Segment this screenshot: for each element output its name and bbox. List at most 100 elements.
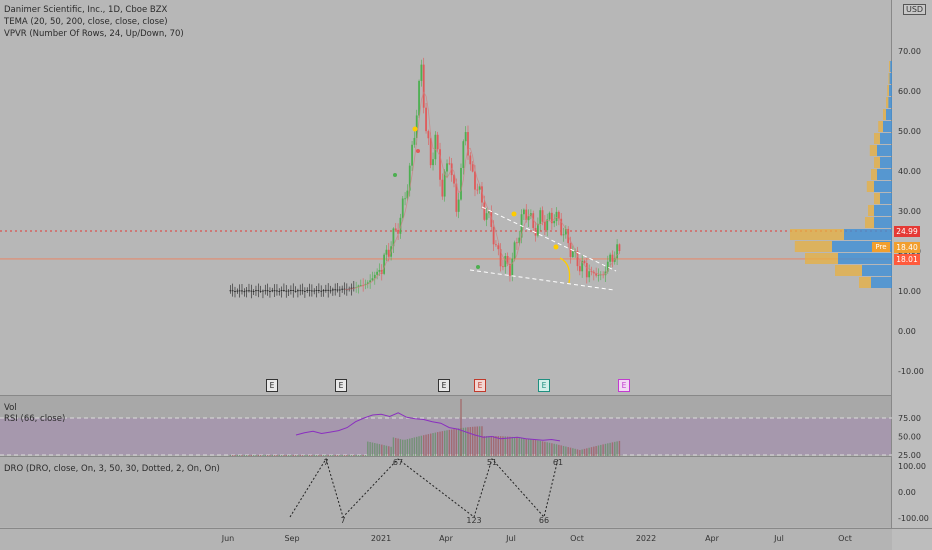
volume-bar — [553, 443, 555, 456]
volume-bar — [590, 447, 593, 456]
volume-bar — [485, 436, 488, 456]
volume-bar — [423, 435, 425, 456]
price-candle-body — [443, 171, 446, 197]
volume-bar — [539, 440, 541, 456]
volume-bar — [336, 455, 339, 456]
price-candle-body — [399, 217, 402, 234]
volume-bar — [471, 426, 474, 456]
price-candle-body — [411, 144, 413, 166]
volume-profile-down-bar — [865, 217, 874, 228]
price-candle-body — [511, 258, 514, 276]
volume-bar — [318, 455, 320, 456]
price-candle-body — [578, 266, 581, 272]
dro-label[interactable]: DRO (DRO, close, On, 3, 50, 30, Dotted, … — [4, 464, 220, 474]
price-candle-body — [241, 290, 243, 292]
price-candle-body — [359, 284, 362, 286]
volume-bar — [593, 446, 595, 456]
price-candle-body — [539, 210, 542, 224]
volume-bar — [292, 455, 294, 456]
price-candle-body — [303, 290, 306, 292]
price-candle-body — [287, 290, 290, 292]
rsi-label[interactable]: RSI (66, close) — [4, 414, 66, 424]
price-candle-body — [350, 287, 353, 289]
wedge-upper-line — [481, 206, 617, 272]
volume-bar — [404, 439, 406, 456]
price-candle-body — [420, 64, 423, 81]
price-candle-body — [588, 271, 591, 278]
volume-bar — [583, 448, 586, 456]
volume-bar — [329, 455, 332, 456]
earnings-badge[interactable]: E — [266, 379, 278, 392]
volume-bar — [602, 444, 604, 456]
volume-bar — [600, 444, 602, 456]
volume-bar — [544, 441, 546, 456]
rsi-line — [295, 412, 561, 442]
price-candle-body — [441, 179, 444, 197]
time-axis-tick: Oct — [570, 534, 584, 543]
volume-profile-down-bar — [835, 265, 862, 276]
price-candle-body — [516, 242, 518, 244]
volume-bar — [409, 438, 411, 456]
volume-profile-up-bar — [880, 157, 892, 168]
volume-label[interactable]: Vol — [4, 403, 17, 413]
volume-bar — [527, 438, 530, 456]
price-candle-body — [422, 64, 425, 108]
volume-profile-down-bar — [883, 109, 886, 120]
currency-label[interactable]: USD — [900, 4, 927, 15]
vpvr-indicator-label[interactable]: VPVR (Number Of Rows, 24, Up/Down, 70) — [4, 29, 184, 39]
volume-bar — [614, 441, 616, 456]
volume-bar — [534, 440, 537, 456]
price-candle-body — [248, 290, 250, 292]
price-candle-body — [415, 115, 418, 138]
earnings-badge[interactable]: E — [335, 379, 347, 392]
volume-bar — [299, 455, 301, 456]
price-candle-body — [401, 198, 404, 218]
volume-bar — [579, 449, 581, 456]
price-candle-body — [462, 141, 465, 168]
volume-bar — [609, 442, 611, 456]
volume-bar — [467, 427, 469, 456]
earnings-badge[interactable]: E — [438, 379, 450, 392]
volume-bar — [474, 426, 476, 456]
time-axis-tick: Apr — [705, 534, 720, 543]
volume-bar — [241, 455, 243, 456]
price-candle-body — [406, 190, 409, 199]
volume-profile-up-bar — [886, 109, 892, 120]
resistance-price-box: 24.99 — [894, 226, 920, 237]
volume-bar — [618, 440, 621, 456]
volume-bar — [516, 437, 518, 456]
price-candle-body — [541, 210, 544, 222]
signal-dot — [476, 265, 480, 269]
volume-bar — [548, 442, 551, 456]
volume-bar — [278, 455, 280, 456]
volume-bar — [574, 448, 576, 456]
price-candle-body — [376, 271, 379, 275]
price-candle-body — [245, 290, 248, 292]
price-candle-body — [276, 290, 278, 292]
last-price-box: 18.01 — [894, 254, 920, 265]
volume-profile-down-bar — [866, 181, 874, 192]
earnings-badge[interactable]: E — [618, 379, 630, 392]
volume-bar — [255, 455, 257, 456]
volume-bar — [450, 429, 453, 456]
volume-bar — [604, 443, 607, 456]
volume-bar — [360, 455, 362, 456]
tema-indicator-label[interactable]: TEMA (20, 50, 200, close, close, close) — [4, 17, 168, 27]
volume-bar — [572, 448, 574, 456]
volume-bar — [537, 440, 539, 456]
price-candle-body — [509, 263, 511, 276]
earnings-badge[interactable]: E — [474, 379, 486, 392]
volume-profile-up-bar — [874, 205, 892, 216]
earnings-badge[interactable]: E — [538, 379, 550, 392]
volume-bar — [313, 455, 315, 456]
price-candle-body — [560, 218, 563, 236]
volume-bar — [509, 436, 511, 456]
price-candle-body — [357, 285, 360, 288]
price-axis-tick: 70.00 — [898, 47, 921, 56]
volume-bar — [392, 437, 395, 456]
price-candle-body — [229, 290, 232, 292]
volume-profile-up-bar — [880, 133, 892, 144]
volume-bar — [376, 443, 378, 456]
price-candle-body — [595, 273, 598, 276]
